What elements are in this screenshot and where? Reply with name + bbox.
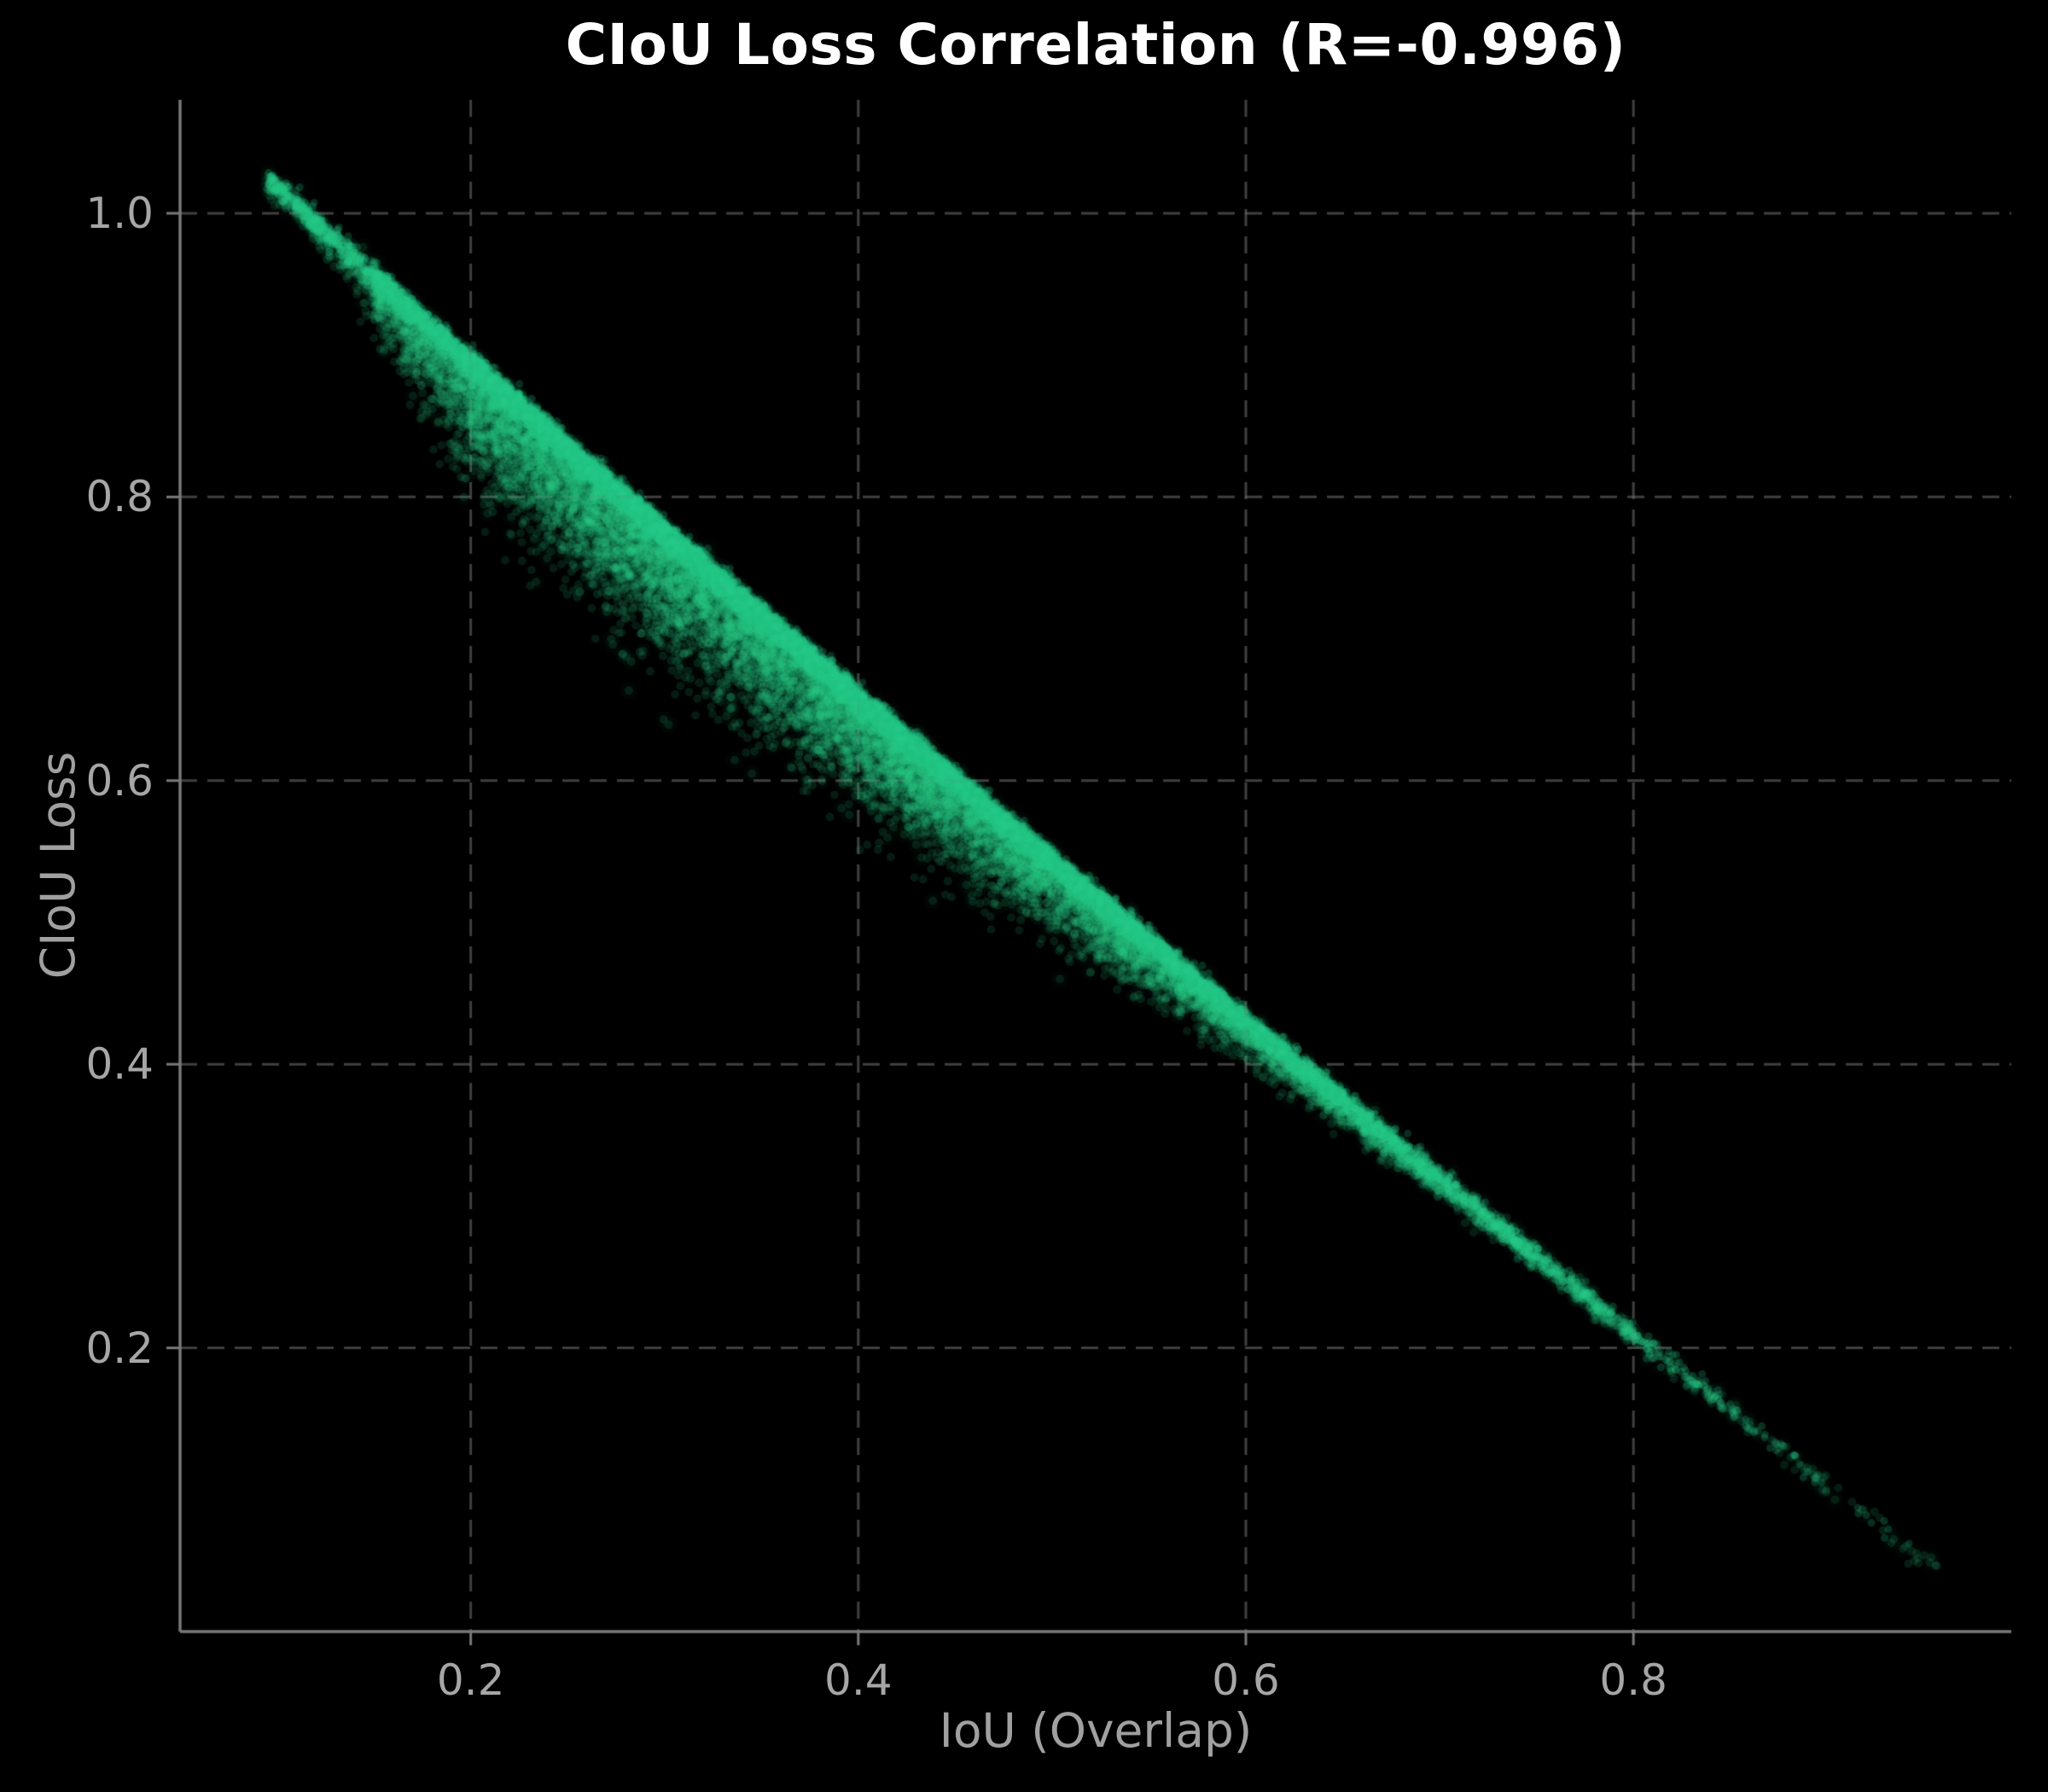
y-tick-label-0.2: 0.2 <box>85 1323 154 1373</box>
x-tick-label-0.4: 0.4 <box>824 1655 893 1705</box>
x-axis-label: IoU (Overlap) <box>939 1703 1253 1758</box>
y-tick-label-1.0: 1.0 <box>85 188 154 238</box>
x-tick-label-0.6: 0.6 <box>1212 1655 1280 1705</box>
y-tick-label-0.8: 0.8 <box>85 472 154 522</box>
x-tick-label-0.8: 0.8 <box>1599 1655 1667 1705</box>
y-tick-label-0.4: 0.4 <box>85 1039 154 1090</box>
chart-title: CIoU Loss Correlation (R=-0.996) <box>565 12 1626 78</box>
x-tick-label-0.2: 0.2 <box>436 1655 505 1705</box>
y-tick-label-0.6: 0.6 <box>85 755 154 806</box>
